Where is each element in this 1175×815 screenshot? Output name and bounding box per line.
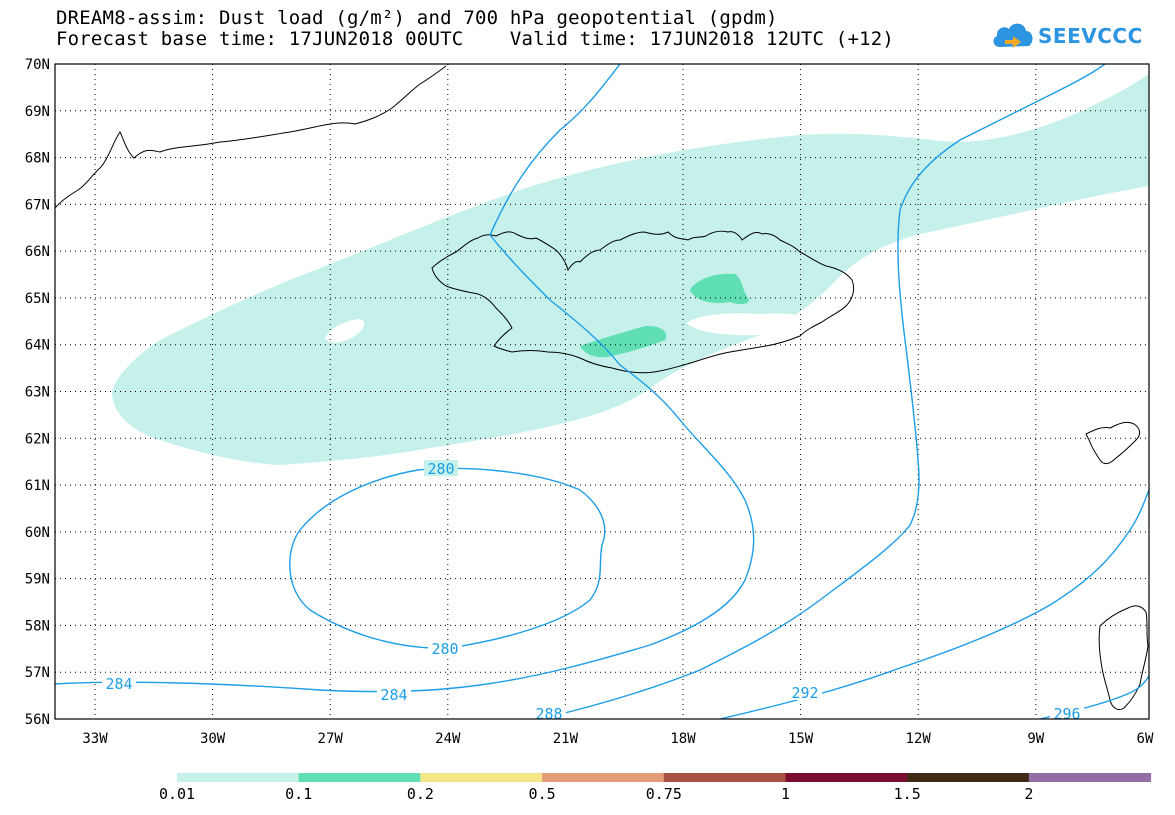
contour-label-bg [377, 686, 411, 702]
legend-label: 0.1 [285, 785, 312, 803]
greenland-coast [55, 65, 447, 209]
iceland-coast [431, 230, 855, 374]
lat-label: 68N [25, 151, 50, 167]
lat-label: 70N [25, 57, 50, 73]
title-line-1: DREAM8-assim: Dust load (g/m²) and 700 h… [56, 7, 778, 29]
legend-label: 1 [781, 785, 790, 803]
lat-label: 59N [25, 572, 50, 588]
lat-label: 56N [25, 712, 50, 728]
lat-label: 57N [25, 665, 50, 681]
map-title: DREAM8-assim: Dust load (g/m²) and 700 h… [56, 8, 956, 50]
dust-shading [112, 74, 1149, 465]
lon-label: 18W [670, 731, 696, 747]
lat-label: 69N [25, 104, 50, 120]
dust-region-mid-south [580, 325, 667, 358]
contour-label-292: 292 [791, 684, 818, 702]
contour-label-bg [102, 675, 136, 691]
contour-label-284-west: 284 [105, 675, 132, 693]
lat-label: 66N [25, 244, 50, 260]
lon-label: 6W [1137, 731, 1154, 747]
contour-label-bg [1050, 706, 1084, 720]
legend-label: 0.5 [529, 785, 556, 803]
legend-label: 0.2 [407, 785, 434, 803]
latitude-labels: 70N 69N 68N 67N 66N 65N 64N 63N 62N 61N 60N 59N 58N 5… [25, 57, 50, 728]
dust-region-low [112, 74, 1149, 465]
contour-label-280-north: 280 [427, 460, 454, 478]
title-line-2: Forecast base time: 17JUN2018 00UTC Vali… [56, 28, 895, 50]
contour-280 [289, 467, 606, 649]
lat-label: 62N [25, 431, 50, 447]
lat-label: 64N [25, 338, 50, 354]
legend-colorbar [177, 773, 1152, 782]
lat-label: 63N [25, 385, 50, 401]
contour-labels: 280 280 284 284 288 292 296 [102, 460, 1084, 723]
legend-swatch [907, 773, 1030, 782]
contour-label-bg [532, 706, 566, 720]
lat-label: 67N [25, 197, 50, 213]
contour-label-296: 296 [1053, 705, 1080, 723]
lon-label: 33W [82, 731, 108, 747]
legend-swatch [663, 773, 786, 782]
lat-label: 65N [25, 291, 50, 307]
legend-swatch [542, 773, 665, 782]
legend-label: 2 [1024, 785, 1033, 803]
lat-label: 60N [25, 525, 50, 541]
legend-swatch [785, 773, 908, 782]
contour-292 [719, 489, 1149, 719]
lat-label: 58N [25, 618, 50, 634]
lon-label: 12W [906, 731, 932, 747]
dust-gap-center [686, 313, 820, 336]
lon-label: 30W [200, 731, 226, 747]
contour-label-284-center: 284 [380, 686, 407, 704]
legend-swatch [420, 773, 543, 782]
contour-label-bg [788, 684, 822, 700]
contour-label-bg [424, 460, 458, 476]
longitude-labels: 33W 30W 27W 24W 21W 18W 15W 12W 9W 6W [82, 731, 1154, 747]
dust-gap-west [325, 319, 365, 343]
legend-swatch [298, 773, 421, 782]
legend-swatch [1028, 773, 1152, 782]
lon-label: 27W [318, 731, 344, 747]
faroe-coast [1085, 421, 1141, 465]
lon-label: 21W [553, 731, 579, 747]
coastlines [55, 65, 1149, 711]
lon-label: 9W [1027, 731, 1044, 747]
contour-label-288: 288 [535, 705, 562, 723]
legend-label: 0.75 [646, 785, 682, 803]
legend-swatch [177, 773, 300, 782]
lat-label: 61N [25, 478, 50, 494]
contour-288 [539, 64, 1106, 719]
lon-label: 15W [788, 731, 814, 747]
lon-label: 24W [435, 731, 461, 747]
contour-label-280-south: 280 [431, 640, 458, 658]
logo-text: SEEVCCC [1038, 24, 1143, 48]
legend-labels: 0.01 0.1 0.2 0.5 0.75 1 1.5 2 [159, 785, 1033, 803]
scotland-coast [1098, 605, 1149, 711]
dust-region-mid-north [690, 273, 749, 305]
plot-frame [54, 63, 1150, 720]
contour-label-bg [428, 640, 462, 656]
map-grid [55, 64, 1149, 719]
legend-label: 0.01 [159, 785, 195, 803]
cloud-icon [993, 23, 1033, 48]
seevccc-logo: SEEVCCC [990, 18, 1143, 58]
legend-label: 1.5 [894, 785, 921, 803]
